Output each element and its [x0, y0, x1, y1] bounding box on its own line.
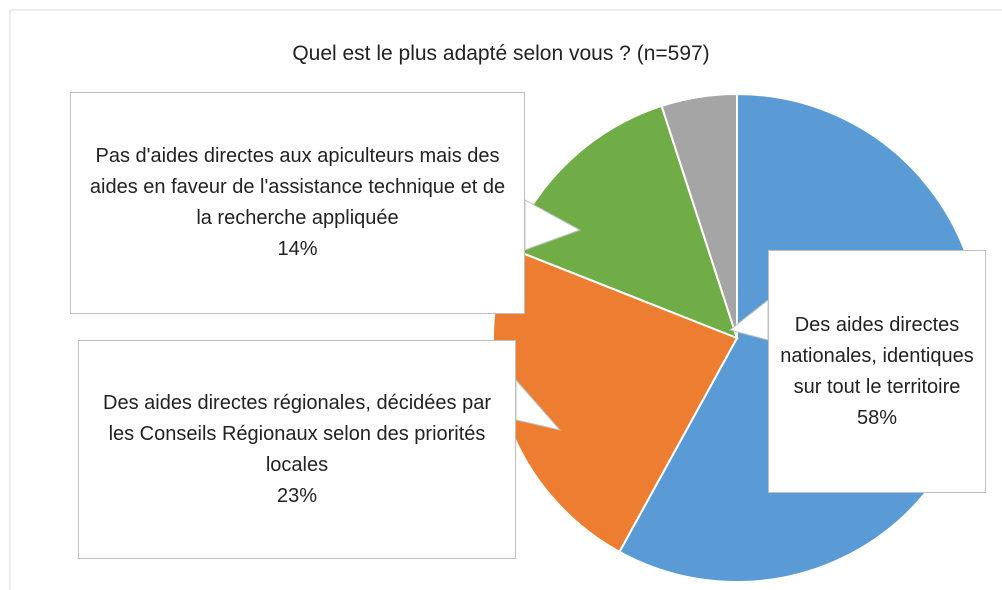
callout: Des aides directes nationales, identique…	[768, 250, 986, 493]
pie-slice	[660, 92, 738, 339]
value-label: 23%	[276, 484, 318, 507]
callout: Des aides directes régionales, décidées …	[78, 340, 516, 559]
category-label: Des aides directes nationales, identique…	[780, 313, 974, 398]
callout-pointer	[524, 199, 582, 251]
callout: Pas d'aides directes aux apiculteurs mai…	[70, 92, 525, 314]
category-label: Des aides directes régionales, décidées …	[103, 391, 491, 476]
value-label: 58%	[856, 406, 898, 429]
callout-pointer	[515, 378, 562, 431]
category-label: Pas d'aides directes aux apiculteurs mai…	[89, 145, 506, 229]
value-label: 14%	[277, 238, 318, 260]
chart-title: Quel est le plus adapté selon vous ? (n=…	[292, 42, 710, 65]
frame	[9, 9, 1002, 590]
